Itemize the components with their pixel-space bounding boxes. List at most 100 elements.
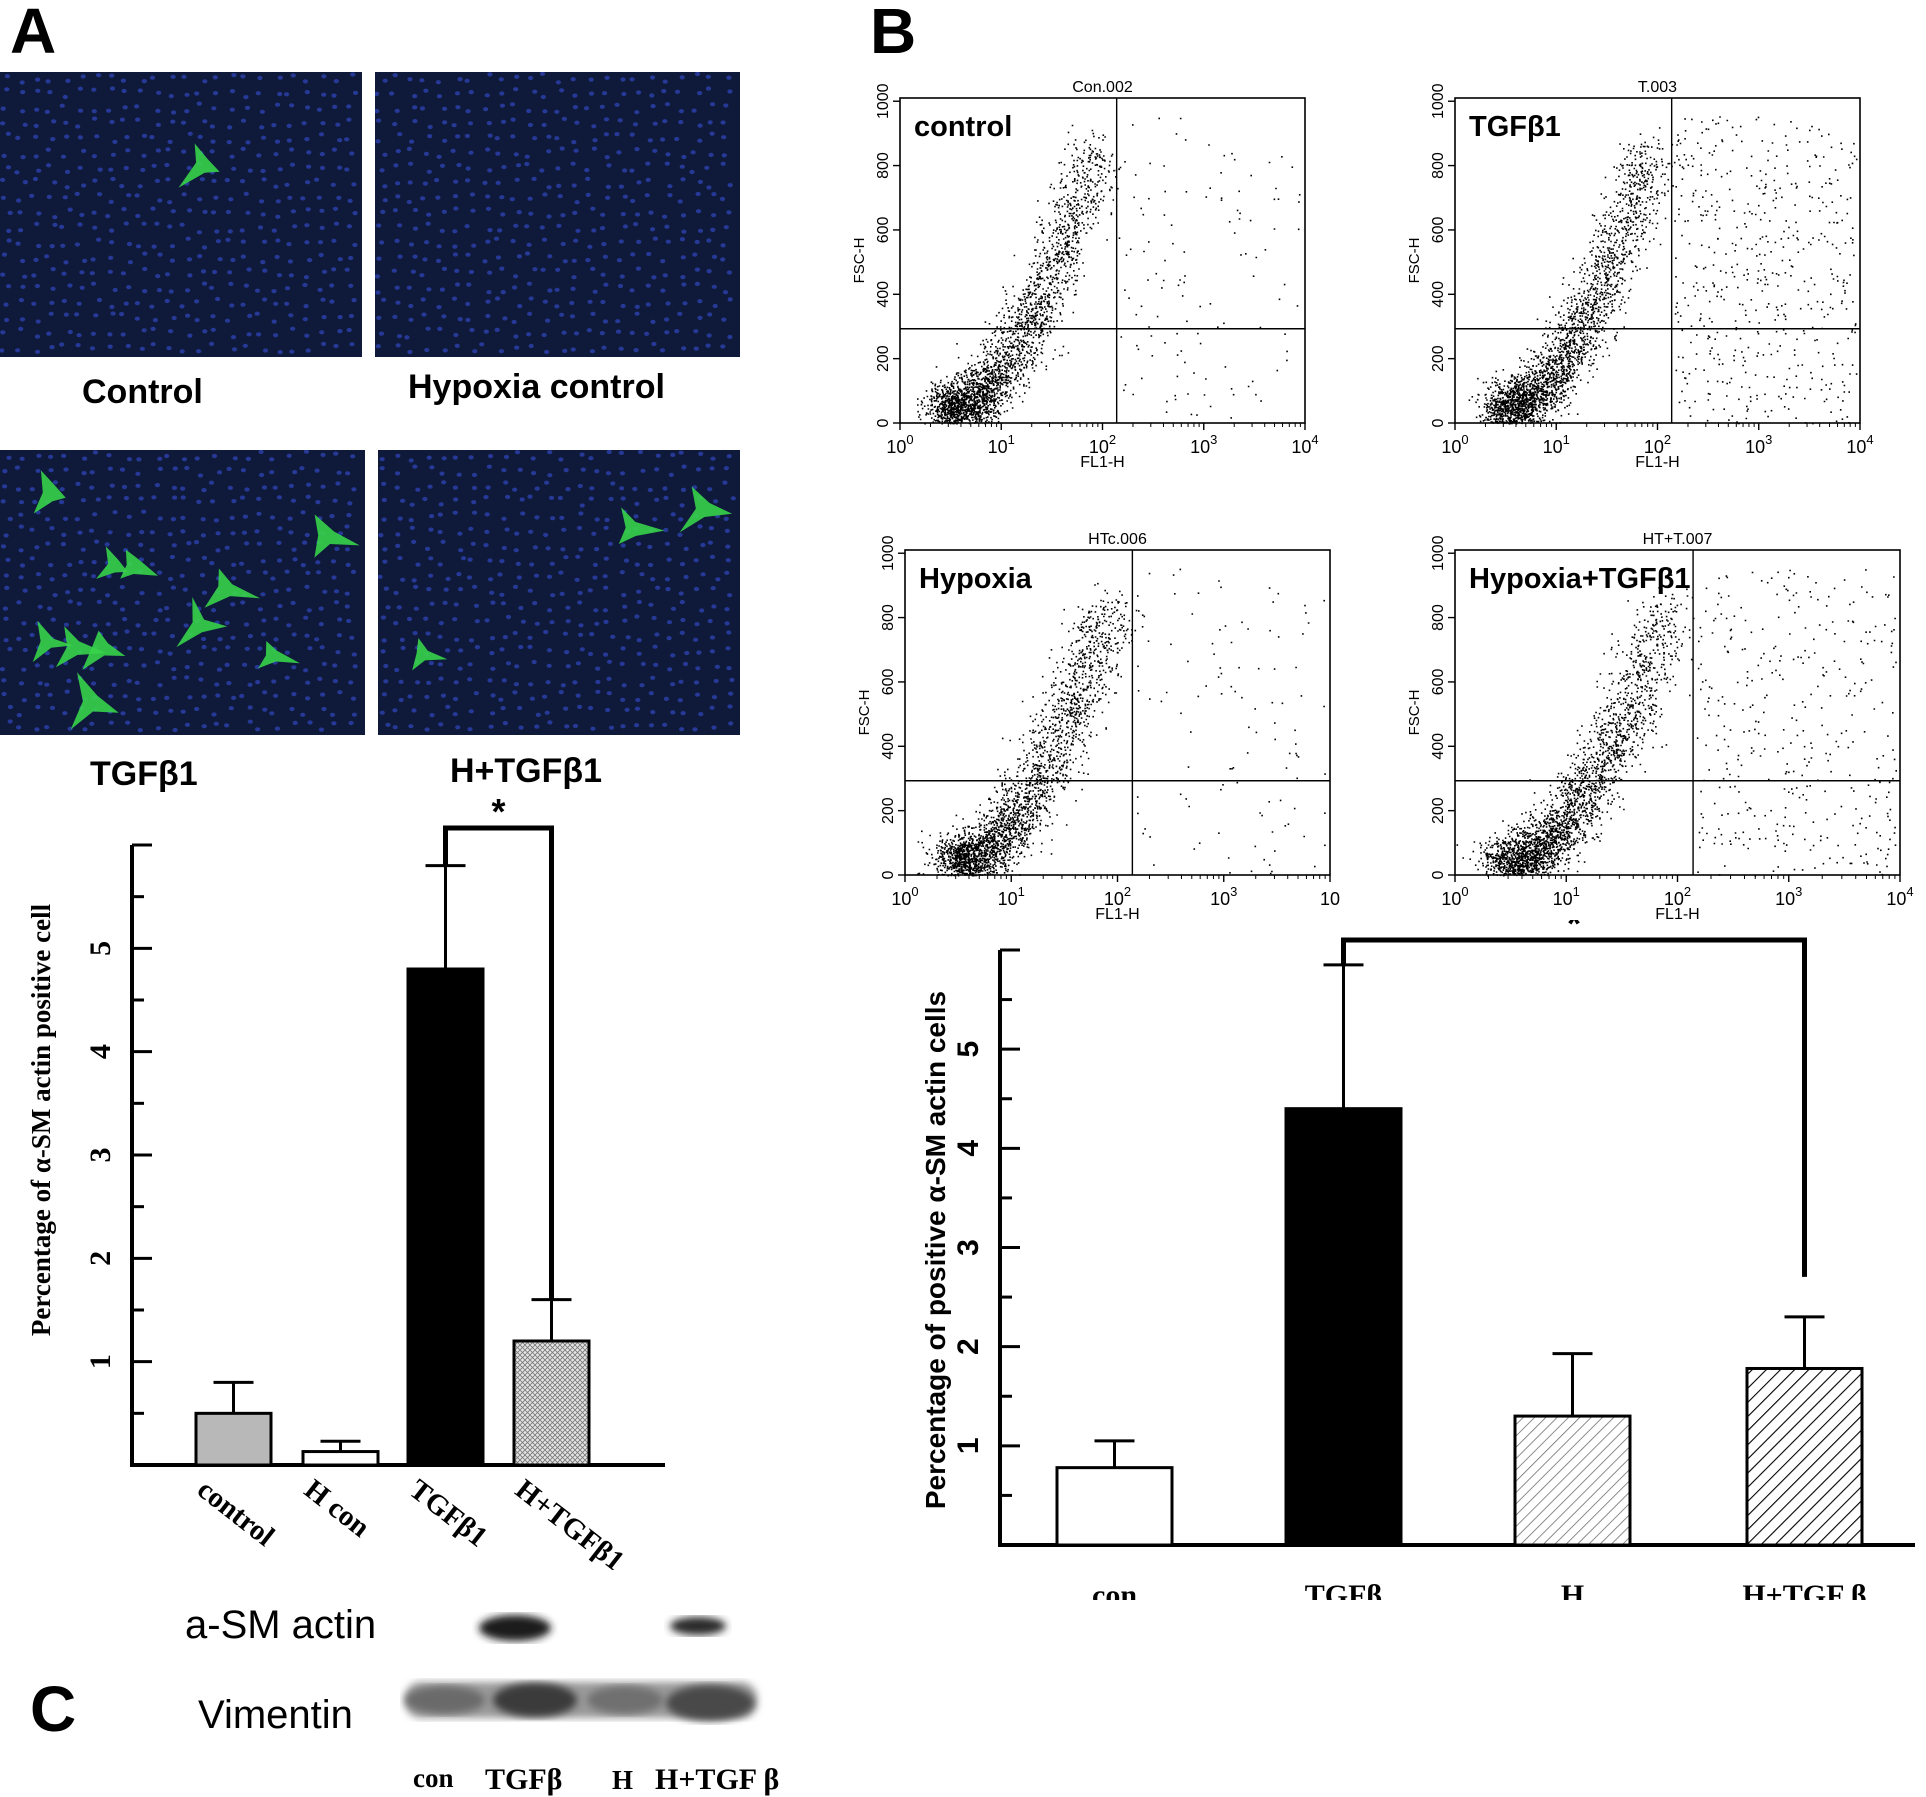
scatter-dots (917, 117, 1301, 425)
green-cell (32, 620, 74, 663)
green-cell (178, 143, 220, 188)
scatter-dots (1456, 569, 1897, 877)
bar-h-tgf- (1745, 1366, 1864, 1547)
micrograph-label-control: Control (82, 373, 203, 411)
category-label: TGFβ (1305, 1579, 1382, 1600)
y-tick-label: 600 (880, 668, 897, 695)
micrograph-image (0, 72, 362, 357)
y-tick-label: 3 (952, 1239, 985, 1256)
significance-marker: * (491, 791, 505, 832)
bar-control (194, 1411, 273, 1467)
tick-label: 100 (1441, 884, 1468, 909)
y-tick-label: 5 (84, 941, 117, 956)
green-cell (314, 514, 360, 558)
blot-band (405, 1686, 485, 1714)
significance-bracket (443, 825, 554, 1300)
green-cell (55, 626, 107, 668)
blot-lane-label: con (413, 1763, 454, 1793)
category-label: con (1092, 1579, 1137, 1600)
blot-lane-label: H (612, 1765, 634, 1795)
nuclei (375, 72, 733, 355)
plot-label: Hypoxia (919, 563, 1033, 595)
panel-label-b: B (870, 0, 917, 67)
bar-tgf-1 (406, 967, 485, 1467)
blot-band (666, 1685, 754, 1721)
y-tick-label: 800 (880, 604, 897, 631)
tick-label: 103 (1745, 432, 1772, 457)
blot-band (670, 1617, 726, 1635)
tick-label: 101 (998, 884, 1025, 909)
y-tick-label: 200 (880, 797, 897, 824)
bar-con (1055, 1466, 1174, 1547)
panel-label-a: A (10, 0, 57, 67)
y-tick-label: 600 (875, 216, 892, 243)
sample-title: Con.002 (1072, 79, 1133, 96)
plot-label: Hypoxia+TGFβ1 (1469, 563, 1691, 595)
y-tick-label: 1 (84, 1354, 117, 1369)
category-label: H+TGF β (1742, 1579, 1866, 1600)
green-cell (412, 638, 448, 671)
tick-label: 10 (1320, 889, 1340, 909)
y-tick-label: 0 (1430, 870, 1447, 879)
flow-plot-control: Con.002 control 0 200 400 600 800 1000 FSC-H 100 1… (851, 79, 1319, 468)
x-axis-label: FL1-H (1655, 906, 1699, 920)
plot-label: TGFβ1 (1469, 111, 1561, 143)
tick-label: 103 (1210, 884, 1237, 909)
green-cell (679, 486, 733, 533)
y-tick-label: 0 (1430, 418, 1447, 427)
y-tick-label: 0 (880, 870, 897, 879)
blot-lane-label: H+TGF β (655, 1763, 780, 1796)
y-tick-label: 400 (1430, 281, 1447, 308)
x-axis-label: FL1-H (1095, 906, 1139, 920)
sample-title: HTc.006 (1088, 531, 1147, 548)
y-tick-label: 200 (875, 345, 892, 372)
y-tick-label: 2 (952, 1338, 985, 1355)
bar-h (1513, 1414, 1632, 1547)
micrograph-label-hypoxia-control: Hypoxia control (408, 368, 665, 406)
y-tick-label: 600 (1430, 668, 1447, 695)
flow-plot-hypoxia-tgfb1: HT+T.007 Hypoxia+TGFβ1 0 200 400 600 800 1000 FS… (1406, 531, 1914, 920)
y-tick-label: 3 (84, 1148, 117, 1163)
y-tick-label: 400 (1430, 733, 1447, 760)
tick-label: 104 (1291, 432, 1318, 457)
y-tick-label: 200 (1430, 797, 1447, 824)
tick-label: 104 (1846, 432, 1873, 457)
micrograph-label-tgfb1: TGFβ1 (90, 755, 198, 793)
x-axis-label: FL1-H (1635, 454, 1679, 468)
y-axis-label: FSC-H (851, 238, 868, 284)
tick-label: 103 (1775, 884, 1802, 909)
plot-frame (1454, 549, 1901, 876)
tick-label: 103 (1190, 432, 1217, 457)
y-axis-label: FSC-H (1406, 690, 1423, 736)
tick-label: 101 (1553, 884, 1580, 909)
green-cell (204, 568, 261, 608)
bar-chart-b: Percentage of positive α-SM actin cells … (920, 920, 1915, 1600)
significance-marker: * (1567, 920, 1581, 944)
nuclei (0, 72, 359, 355)
flow-plot-hypoxia: HTc.006 Hypoxia 0 200 400 600 800 1000 FSC-H 100 1… (856, 531, 1340, 920)
category-label: H con (298, 1473, 375, 1543)
western-blot-image (400, 1590, 770, 1770)
y-tick-label: 4 (952, 1140, 985, 1157)
y-tick-label: 800 (1430, 604, 1447, 631)
micrograph-control (0, 72, 362, 357)
green-cell (618, 507, 665, 544)
y-tick-label: 0 (875, 418, 892, 427)
significance-bracket (1341, 937, 1807, 1277)
y-tick-label: 200 (1430, 345, 1447, 372)
y-tick-label: 600 (1430, 216, 1447, 243)
bar-h-tgf-1 (512, 1339, 591, 1467)
y-tick-label: 1000 (875, 83, 892, 119)
tick-label: 101 (1543, 432, 1570, 457)
y-tick-label: 400 (880, 733, 897, 760)
micrograph-hypoxia-control (375, 72, 740, 357)
blot-band (493, 1683, 577, 1717)
green-cell (33, 470, 66, 514)
nuclei (0, 450, 358, 733)
micrograph-h-tgfb1 (378, 450, 740, 735)
nuclei (378, 450, 736, 732)
y-tick-label: 800 (1430, 152, 1447, 179)
y-tick-label: 1 (952, 1437, 985, 1454)
micrograph-label-h-tgfb1: H+TGFβ1 (450, 752, 603, 790)
y-axis-label: Percentage of α-SM actin positive cell (26, 903, 56, 1336)
